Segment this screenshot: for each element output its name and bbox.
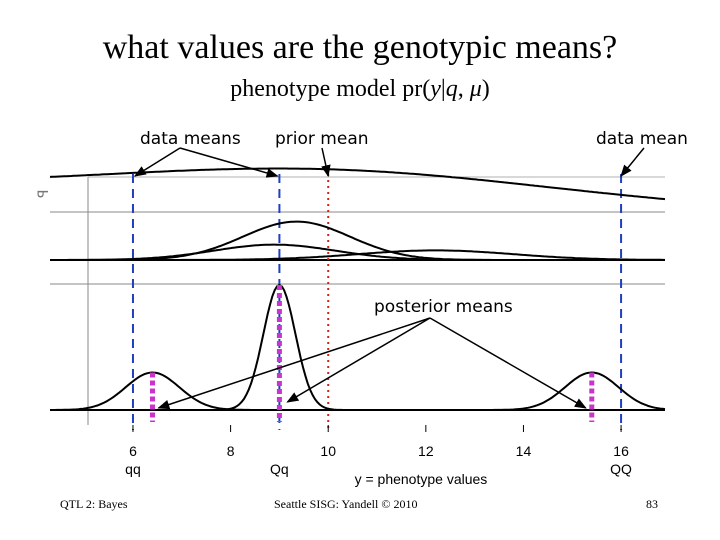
annotation-label-4: posterior means	[374, 297, 513, 317]
x-tick-label-1: 6	[129, 443, 137, 459]
footer-left: QTL 2: Bayes	[60, 497, 128, 511]
subtitle-y: y	[430, 76, 441, 102]
slide-title: what values are the genotypic means?	[102, 29, 618, 66]
genotype-label-3: QQ	[610, 461, 632, 477]
x-axis-label: y = phenotype values	[355, 471, 488, 487]
footer-center: Seattle SISG: Yandell © 2010	[274, 497, 418, 511]
x-tick-label-4: 12	[418, 443, 434, 459]
x-tick-label-3: 10	[320, 443, 336, 459]
annotation-label-2: prior mean	[275, 129, 369, 149]
arrow-posterior-Qq	[286, 317, 431, 403]
x-tick-label-6: 16	[613, 443, 629, 459]
arrow-data-mean-QQ	[620, 147, 645, 177]
left-edge-fragment: ꟼ	[36, 190, 52, 198]
curve-posterior-3	[50, 371, 666, 411]
arrow-prior-mean	[321, 147, 331, 178]
subtitle-q: q	[445, 76, 458, 102]
subtitle-prefix: phenotype model pr(	[230, 76, 431, 102]
subtitle-comma: ,	[457, 76, 470, 102]
arrow-posterior-qq	[157, 317, 431, 410]
curve-posterior-1	[50, 371, 665, 411]
curve-likelihood-2	[50, 220, 665, 261]
arrow-posterior-QQ	[429, 317, 587, 409]
subtitle-bar: |	[440, 76, 446, 102]
page-number: 83	[646, 497, 658, 511]
genotype-label-1: qq	[125, 461, 141, 477]
x-tick-label-2: 8	[227, 443, 235, 459]
curve-posterior-2	[50, 283, 665, 411]
annotation-label-3: data mean	[596, 129, 688, 149]
slide-subtitle: phenotype model pr(y|q, μ)	[0, 74, 720, 104]
arrow-data-means-Qq	[179, 147, 279, 178]
genotype-label-2: Qq	[270, 461, 289, 477]
subtitle-mu: μ	[469, 76, 482, 102]
annotation-label-1: data means	[140, 129, 241, 149]
arrow-data-means-qq	[133, 147, 181, 177]
curve-prior-1	[49, 167, 666, 201]
x-tick-label-5: 14	[516, 443, 532, 459]
curve-likelihood-3	[50, 249, 665, 261]
subtitle-suffix: )	[481, 76, 490, 102]
